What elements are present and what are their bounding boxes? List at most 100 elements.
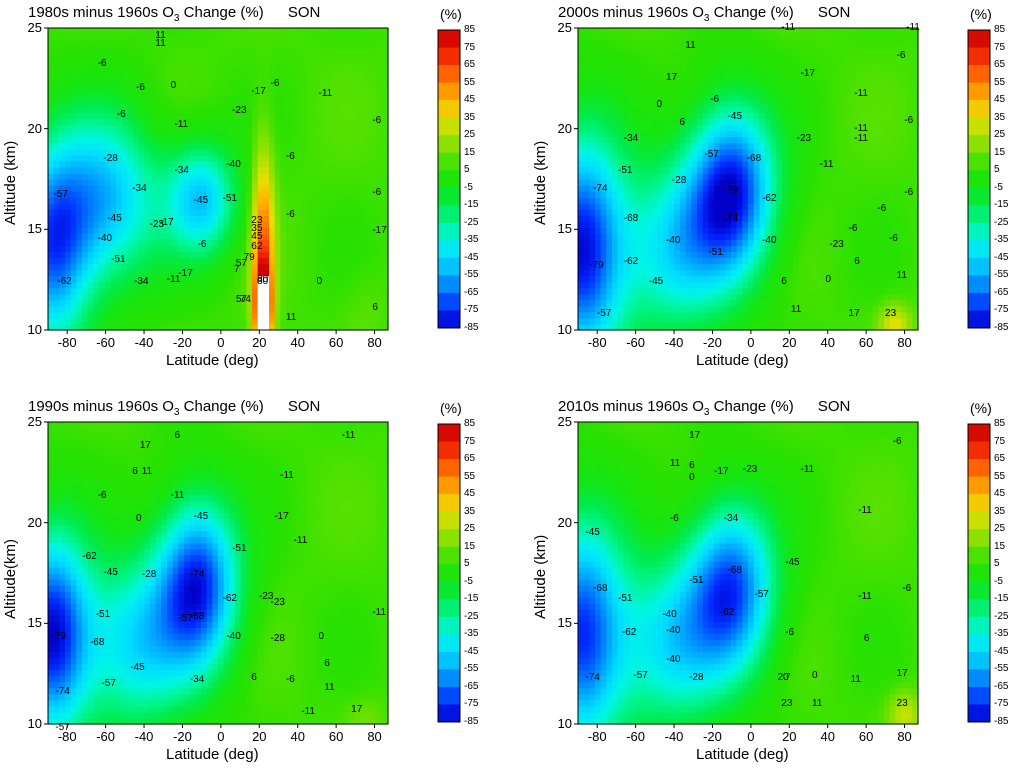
x-tick-label: -80: [55, 335, 79, 350]
contour-label: -28: [103, 153, 117, 164]
contour-label: 6: [679, 117, 685, 128]
colorbar-tick-label: 55: [464, 77, 475, 88]
contour-label: -34: [174, 165, 188, 176]
contour-label: -11: [854, 88, 868, 99]
contour-label: -51: [618, 165, 632, 176]
y-tick-label: 15: [16, 615, 42, 630]
colorbar-tick-label: -15: [464, 199, 478, 210]
contour-label: -11: [372, 607, 386, 618]
contour-label: -28: [271, 633, 285, 644]
contour-label: 11: [324, 682, 334, 693]
contour-label: -79: [589, 260, 603, 271]
colorbar-swatch: [438, 65, 460, 83]
contour-label: -51: [111, 254, 125, 265]
contour-label: -23: [829, 239, 843, 250]
contour-label: 0: [317, 276, 323, 287]
colorbar-tick-label: 85: [994, 24, 1005, 35]
colorbar-swatch: [968, 704, 990, 722]
title-text: 2010s minus 1960s O: [558, 398, 704, 415]
title-suffix: Change (%): [709, 398, 793, 415]
contour-label: 11: [791, 304, 801, 315]
y-tick-label: 20: [546, 121, 572, 136]
colorbar-tick-label: 65: [994, 59, 1005, 70]
colorbar-tick-label: -35: [994, 628, 1008, 639]
contour-label: 7: [234, 264, 240, 275]
colorbar-swatch: [438, 83, 460, 101]
colorbar-swatch: [968, 512, 990, 530]
colorbar-swatch: [968, 529, 990, 547]
y-tick-label: 10: [16, 322, 42, 337]
colorbar-tick-label: 65: [464, 453, 475, 464]
x-tick-label: -40: [132, 335, 156, 350]
contour-label: -57: [53, 189, 67, 200]
colorbar-unit: (%): [970, 400, 992, 416]
x-tick-label: -20: [700, 335, 724, 350]
contour-label: -11: [801, 464, 815, 475]
colorbar-tick-label: -45: [464, 252, 478, 263]
contour-label: 11: [142, 466, 152, 477]
contour-label: -51: [222, 193, 236, 204]
colorbar-tick-label: -75: [464, 304, 478, 315]
colorbar-swatch: [438, 170, 460, 188]
colorbar-tick-label: -15: [994, 199, 1008, 210]
colorbar-tick-label: -75: [994, 304, 1008, 315]
contour-label: -17: [801, 68, 815, 79]
contour-label: 0: [812, 670, 818, 681]
contour-label: 11: [286, 312, 296, 323]
x-tick-label: -60: [94, 729, 118, 744]
colorbar-tick-label: -85: [994, 322, 1008, 333]
colorbar-tick-label: 25: [994, 523, 1005, 534]
contour-label: 6: [324, 658, 330, 669]
colorbar-swatch: [968, 240, 990, 258]
contour-label: 17: [140, 440, 151, 451]
contour-label: 6: [174, 430, 180, 441]
colorbar-tick-label: 85: [994, 418, 1005, 429]
x-tick-label: 80: [363, 335, 387, 350]
colorbar-tick-label: -5: [994, 182, 1003, 193]
contour-label: -6: [889, 233, 898, 244]
colorbar-swatch: [968, 547, 990, 565]
contour-label: -23: [743, 464, 757, 475]
contour-label: -62: [624, 256, 638, 267]
title-text: 1990s minus 1960s O: [28, 398, 174, 415]
colorbar-tick-label: -65: [994, 681, 1008, 692]
contour-label: -11: [301, 706, 315, 717]
colorbar-tick-label: 75: [464, 42, 475, 53]
colorbar-tick-label: 85: [464, 24, 475, 35]
contour-label: -11: [167, 274, 181, 285]
contour-label: -45: [103, 567, 117, 578]
contour-label: 11: [812, 698, 822, 709]
colorbar-swatch: [968, 83, 990, 101]
contour-label: -6: [904, 187, 913, 198]
contour-label: -11: [171, 490, 185, 501]
y-tick-label: 15: [16, 221, 42, 236]
x-tick-label: -20: [170, 335, 194, 350]
x-tick-label: -40: [662, 729, 686, 744]
colorbar-tick-label: 15: [464, 541, 475, 552]
contour-label: -6: [98, 58, 107, 69]
contour-label: 11: [897, 270, 907, 281]
contour-label: -57: [754, 589, 768, 600]
contour-label: -6: [117, 109, 126, 120]
contour-label: -74: [593, 183, 607, 194]
colorbar-tick-label: 35: [464, 506, 475, 517]
contour-label: -68: [90, 637, 104, 648]
colorbar-tick-label: -55: [464, 663, 478, 674]
y-axis-label: Altitude (km): [532, 535, 549, 619]
contour-label: 11: [685, 40, 695, 51]
x-tick-label: -60: [624, 335, 648, 350]
contour-label: -57: [178, 613, 192, 624]
colorbar-tick-label: -55: [994, 269, 1008, 280]
colorbar-tick-label: 55: [994, 471, 1005, 482]
colorbar: [438, 424, 460, 723]
colorbar: [438, 30, 460, 329]
contour-label: -11: [319, 88, 333, 99]
contour-label: -51: [232, 543, 246, 554]
contour-label: -11: [906, 22, 920, 33]
colorbar-tick-label: 55: [994, 77, 1005, 88]
contour-label: -45: [194, 195, 208, 206]
contour-label: 17: [849, 308, 860, 319]
contour-label: 0: [171, 80, 177, 91]
y-tick-label: 10: [546, 322, 572, 337]
